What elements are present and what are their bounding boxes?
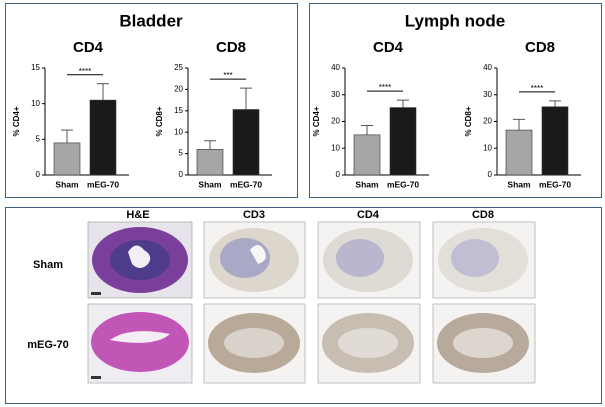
image-ihc (203, 221, 536, 384)
image-he-sham (87, 221, 193, 299)
y-axis-label: % CD8+ (155, 106, 164, 136)
y-tick-label: 0 (36, 170, 41, 179)
panel-title: Lymph node (405, 11, 505, 30)
y-tick-label: 30 (483, 90, 492, 99)
y-tick-label: 0 (336, 170, 341, 179)
bar (505, 129, 533, 176)
significance-label: **** (379, 83, 391, 92)
x-tick-label: mEG-70 (87, 179, 119, 189)
y-tick-label: 0 (488, 170, 493, 179)
bar (353, 134, 381, 176)
chart-title: CD8 (216, 39, 246, 56)
x-tick-label: Sham (507, 179, 531, 189)
y-tick-label: 10 (483, 143, 492, 152)
y-tick-label: 30 (331, 90, 340, 99)
row-label: Sham (33, 259, 63, 271)
bar (389, 107, 417, 176)
column-header: H&E (126, 209, 149, 221)
bar (232, 109, 260, 176)
image-he-meg70 (87, 303, 193, 384)
column-header: CD3 (243, 209, 265, 221)
y-tick-label: 20 (331, 117, 340, 126)
y-tick-label: 10 (31, 99, 40, 108)
y-tick-label: 40 (331, 63, 340, 72)
y-tick-label: 10 (174, 127, 183, 136)
y-tick-label: 20 (483, 117, 492, 126)
histology-images (87, 221, 536, 384)
bar (53, 142, 81, 176)
bar (196, 149, 224, 176)
x-tick-label: mEG-70 (387, 179, 419, 189)
y-tick-label: 15 (31, 63, 40, 72)
y-tick-label: 25 (174, 63, 183, 72)
y-tick-label: 5 (36, 134, 41, 143)
bar (541, 106, 569, 176)
y-tick-label: 10 (331, 143, 340, 152)
x-tick-label: mEG-70 (230, 179, 262, 189)
panel-frame (5, 3, 298, 198)
chart-title: CD4 (73, 39, 104, 56)
panel-title: Bladder (119, 11, 183, 30)
significance-label: **** (79, 67, 91, 76)
x-tick-label: Sham (355, 179, 379, 189)
chart-title: CD4 (373, 39, 404, 56)
y-axis-label: % CD8+ (464, 106, 473, 136)
y-tick-label: 5 (179, 149, 184, 158)
y-tick-label: 20 (174, 85, 183, 94)
panel-frame (309, 3, 602, 198)
y-axis-label: % CD4+ (312, 106, 321, 136)
column-header: CD8 (472, 209, 494, 221)
significance-label: **** (531, 84, 543, 93)
panel-frame (5, 207, 602, 404)
column-header: CD4 (357, 209, 380, 221)
significance-label: *** (223, 71, 232, 80)
y-tick-label: 0 (179, 170, 184, 179)
x-tick-label: Sham (55, 179, 79, 189)
y-tick-label: 15 (174, 106, 183, 115)
row-label: mEG-70 (27, 339, 69, 351)
y-axis-label: % CD4+ (12, 106, 21, 136)
chart-title: CD8 (525, 39, 555, 56)
x-tick-label: mEG-70 (539, 179, 571, 189)
bar (89, 99, 117, 176)
y-tick-label: 40 (483, 63, 492, 72)
x-tick-label: Sham (198, 179, 222, 189)
